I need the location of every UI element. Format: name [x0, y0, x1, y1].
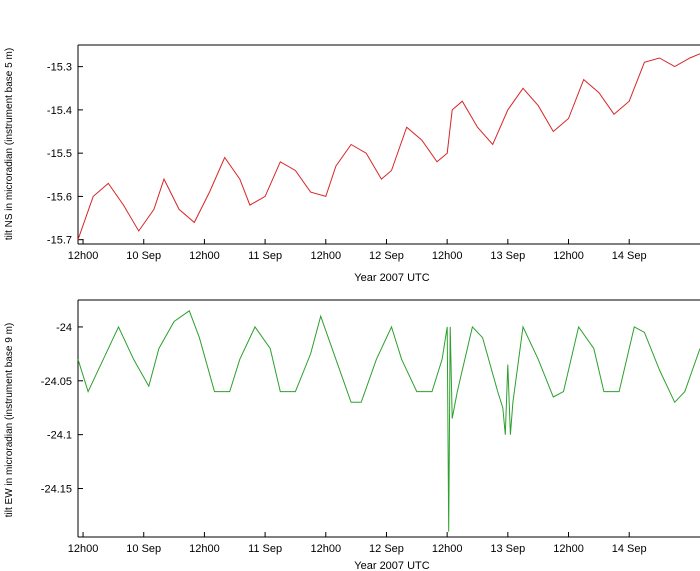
tilt-ns-chart: 12h00 10 Sep 12h00 11 Sep 12h00 12 Sep 12h00 13… — [4, 44, 700, 284]
x-tick-label: 10 Sep — [126, 250, 161, 262]
x-tick-label: 11 Sep — [248, 543, 282, 555]
y-tick-label: -15.6 — [47, 191, 72, 203]
x-tick-label: 13 Sep — [490, 250, 525, 262]
y-tick-label: -24.1 — [47, 430, 72, 442]
x-tick-label: 12h00 — [553, 250, 584, 262]
x-tick-label: 14 Sep — [612, 250, 647, 262]
x-tick-label: 13 Sep — [490, 543, 525, 555]
y-axis-label: tilt EW in microradian (instrument base … — [4, 323, 15, 518]
y-tick-label: -24 — [56, 322, 72, 334]
x-tick-label: 12h00 — [432, 543, 463, 555]
x-tick-label: 12h00 — [310, 250, 341, 262]
y-axis-label: tilt NS in microradian (instrument base … — [4, 48, 15, 240]
x-axis-label: Year 2007 UTC — [354, 560, 429, 571]
y-tick-label: -24.05 — [41, 376, 72, 388]
x-tick-label: 14 Sep — [612, 543, 647, 555]
y-tick-label: -24.15 — [41, 484, 72, 496]
y-tick-label: -15.5 — [47, 148, 72, 160]
x-axis-label: Year 2007 UTC — [354, 272, 429, 284]
ew-tilt-series-line — [77, 310, 700, 532]
x-tick-label: 12h00 — [432, 250, 463, 262]
y-tick-label: -15.3 — [47, 62, 72, 74]
x-tick-label: 12h00 — [553, 543, 584, 555]
x-tick-label: 10 Sep — [126, 543, 161, 555]
y-tick-label: -15.4 — [47, 105, 72, 117]
ns-tilt-series-line — [77, 53, 700, 240]
x-tick-label: 12 Sep — [369, 250, 404, 262]
x-tick-label: 12 Sep — [369, 543, 404, 555]
x-tick-label: 12h00 — [189, 250, 220, 262]
x-tick-label: 11 Sep — [248, 250, 282, 262]
x-tick-label: 12h00 — [310, 543, 341, 555]
y-tick-label: -15.7 — [47, 235, 72, 247]
tilt-ew-chart: 12h00 10 Sep 12h00 11 Sep 12h00 12 Sep 12h00 13… — [4, 299, 700, 571]
x-tick-label: 12h00 — [68, 250, 99, 262]
x-tick-label: 12h00 — [189, 543, 220, 555]
x-tick-label: 12h00 — [68, 543, 99, 555]
